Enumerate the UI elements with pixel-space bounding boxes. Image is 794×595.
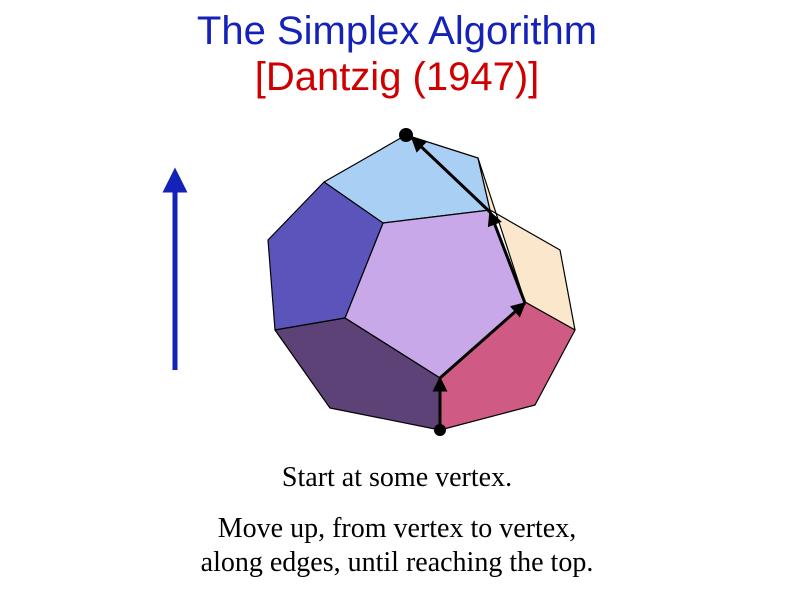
dodecahedron-diagram (130, 120, 650, 450)
caption-start: Start at some vertex. (0, 462, 794, 494)
title-line-1: The Simplex Algorithm (0, 8, 794, 54)
caption-move-line2: along edges, until reaching the top. (201, 547, 594, 578)
slide-title: The Simplex Algorithm [Dantzig (1947)] (0, 8, 794, 100)
vertex-dot-0 (434, 424, 446, 436)
caption-move: Move up, from vertex to vertex, along ed… (0, 512, 794, 579)
caption-move-line1: Move up, from vertex to vertex, (218, 513, 576, 544)
vertex-dot-1 (399, 128, 413, 142)
title-line-2: [Dantzig (1947)] (0, 54, 794, 100)
polyhedron-svg (130, 120, 650, 450)
polyhedron-faces (268, 135, 575, 430)
slide: The Simplex Algorithm [Dantzig (1947)] S… (0, 0, 794, 595)
